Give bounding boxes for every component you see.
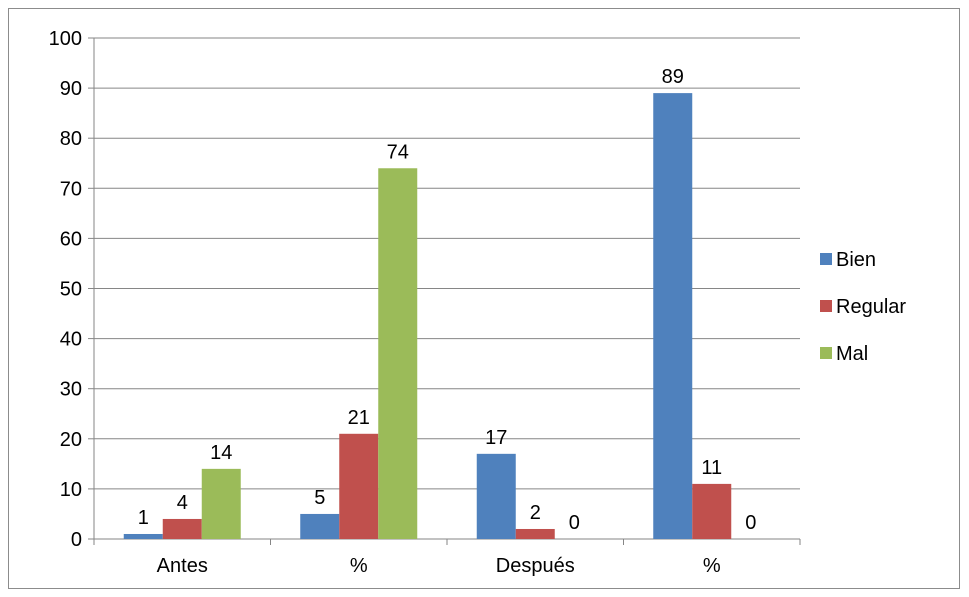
data-label: 11 — [701, 457, 722, 479]
legend: Bien Regular Mal — [820, 249, 906, 365]
y-tick-label: 100 — [49, 28, 82, 50]
y-tick-label: 70 — [60, 178, 82, 200]
bar-regular — [692, 483, 732, 539]
x-tick-label: % — [350, 555, 368, 577]
bar-bien — [653, 93, 693, 540]
data-label: 17 — [485, 427, 507, 449]
bar-mal — [378, 168, 418, 539]
x-tick-label: % — [703, 555, 721, 577]
legend-swatch-bien — [820, 253, 832, 265]
legend-label-regular: Regular — [836, 296, 906, 318]
gridlines — [94, 37, 800, 490]
y-tick-label: 30 — [60, 379, 82, 401]
data-label: 1 — [138, 507, 149, 529]
data-label: 4 — [177, 492, 188, 514]
data-label: 74 — [387, 141, 409, 163]
bar-regular — [339, 433, 379, 539]
legend-label-mal: Mal — [836, 343, 868, 365]
bar-bien — [123, 533, 163, 539]
legend-swatch-mal — [820, 347, 832, 359]
y-tick-label: 10 — [60, 479, 82, 501]
data-label: 21 — [348, 407, 370, 429]
data-label: 89 — [662, 66, 684, 88]
legend-label-bien: Bien — [836, 249, 876, 271]
y-tick-label: 40 — [60, 329, 82, 351]
bar-regular — [162, 518, 202, 539]
data-label: 2 — [530, 502, 541, 524]
y-tick-label: 0 — [71, 529, 82, 551]
y-axis: 0 10 20 30 40 50 60 70 80 90 100 — [49, 28, 95, 551]
bars — [123, 93, 732, 540]
x-axis: Antes% Después% — [93, 538, 801, 577]
data-label: 5 — [314, 487, 325, 509]
bar-regular — [515, 528, 555, 539]
x-tick-label: Después — [496, 555, 575, 577]
y-tick-label: 20 — [60, 429, 82, 451]
y-tick-label: 60 — [60, 228, 82, 250]
data-label: 0 — [569, 512, 580, 534]
bar-bien — [476, 453, 516, 539]
y-tick-label: 80 — [60, 128, 82, 150]
data-label: 0 — [745, 512, 756, 534]
y-tick-label: 90 — [60, 78, 82, 100]
bar-mal — [201, 468, 241, 539]
bar-bien — [300, 513, 340, 539]
y-tick-label: 50 — [60, 279, 82, 301]
x-tick-label: Antes — [157, 555, 208, 577]
legend-swatch-regular — [820, 300, 832, 312]
data-label: 14 — [210, 442, 232, 464]
